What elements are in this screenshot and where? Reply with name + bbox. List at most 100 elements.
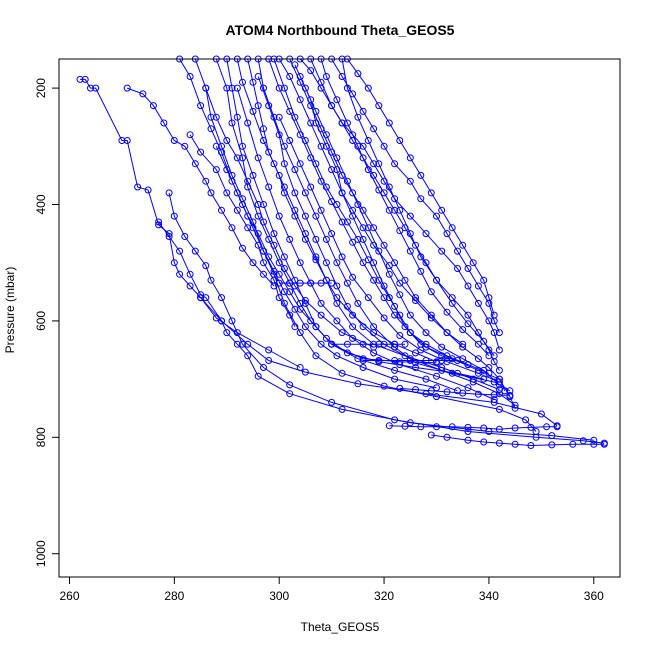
data-point bbox=[422, 259, 430, 267]
data-point bbox=[260, 201, 267, 208]
data-point bbox=[412, 297, 419, 304]
data-point bbox=[433, 358, 440, 366]
data-point bbox=[328, 279, 336, 287]
data-point bbox=[569, 440, 577, 448]
data-point bbox=[186, 270, 194, 278]
data-point bbox=[464, 384, 472, 392]
data-point bbox=[422, 230, 430, 238]
data-point bbox=[490, 352, 498, 360]
data-point bbox=[296, 160, 304, 168]
data-point bbox=[333, 154, 341, 162]
data-point bbox=[427, 314, 435, 322]
data-point bbox=[228, 177, 236, 185]
data-point bbox=[485, 352, 493, 360]
data-point bbox=[197, 294, 205, 302]
data-point bbox=[495, 329, 503, 337]
data-point bbox=[459, 326, 467, 334]
profile-series bbox=[123, 84, 278, 290]
data-point bbox=[438, 247, 446, 255]
y-tick-label: 1000 bbox=[34, 540, 48, 567]
data-point bbox=[464, 428, 472, 435]
data-point bbox=[322, 259, 330, 267]
data-point bbox=[328, 102, 336, 110]
data-point bbox=[176, 270, 184, 278]
data-point bbox=[223, 329, 231, 337]
data-point bbox=[301, 368, 309, 376]
data-point bbox=[422, 357, 430, 364]
data-point bbox=[443, 329, 451, 337]
data-point bbox=[233, 113, 241, 121]
data-point bbox=[495, 390, 503, 398]
data-point bbox=[155, 221, 163, 229]
x-tick-label: 280 bbox=[164, 589, 184, 603]
data-point bbox=[338, 253, 346, 261]
data-point bbox=[427, 288, 435, 296]
data-point bbox=[443, 433, 451, 441]
data-point bbox=[401, 422, 409, 430]
data-point bbox=[223, 189, 231, 197]
data-point bbox=[490, 329, 498, 337]
data-point bbox=[343, 279, 351, 287]
data-point bbox=[322, 334, 330, 342]
data-point bbox=[296, 279, 304, 287]
data-point bbox=[212, 166, 220, 174]
data-point bbox=[454, 357, 461, 364]
data-point bbox=[328, 166, 336, 174]
data-point bbox=[312, 119, 320, 127]
data-point bbox=[391, 206, 399, 214]
data-point bbox=[385, 270, 393, 278]
data-point bbox=[343, 340, 351, 348]
data-point bbox=[406, 230, 414, 238]
data-point bbox=[333, 259, 341, 267]
data-point bbox=[359, 357, 367, 364]
data-point bbox=[391, 340, 399, 348]
profile-line bbox=[268, 58, 469, 366]
data-point bbox=[427, 431, 435, 439]
data-point bbox=[343, 119, 351, 127]
data-point bbox=[354, 70, 362, 78]
data-point bbox=[370, 259, 378, 267]
data-point bbox=[359, 323, 367, 331]
data-point bbox=[396, 311, 404, 319]
data-point bbox=[301, 212, 309, 220]
data-point bbox=[207, 125, 215, 133]
data-point bbox=[464, 265, 472, 272]
data-point bbox=[212, 142, 220, 150]
data-point bbox=[165, 233, 173, 240]
data-point bbox=[307, 67, 315, 75]
data-point bbox=[511, 401, 519, 409]
data-point bbox=[391, 302, 399, 310]
data-point bbox=[406, 311, 414, 319]
data-point bbox=[265, 253, 273, 261]
data-point bbox=[265, 148, 273, 156]
data-point bbox=[322, 131, 330, 139]
data-point bbox=[223, 137, 231, 144]
data-point bbox=[317, 177, 325, 185]
data-point bbox=[338, 329, 346, 337]
data-point bbox=[312, 212, 320, 220]
data-point bbox=[228, 317, 236, 325]
data-point bbox=[296, 259, 304, 267]
data-point bbox=[275, 113, 283, 121]
profile-series bbox=[254, 73, 519, 409]
data-point bbox=[396, 206, 404, 214]
data-point bbox=[464, 311, 472, 319]
data-point bbox=[286, 137, 294, 144]
data-point bbox=[522, 416, 530, 424]
data-point bbox=[417, 267, 425, 275]
data-point bbox=[422, 329, 430, 337]
data-point bbox=[380, 382, 388, 390]
data-point bbox=[433, 212, 440, 220]
data-point bbox=[228, 119, 236, 127]
y-tick-label: 400 bbox=[34, 194, 48, 214]
data-point bbox=[553, 423, 561, 431]
data-point bbox=[375, 357, 383, 364]
data-point bbox=[254, 102, 262, 110]
data-point bbox=[312, 323, 320, 331]
data-point bbox=[181, 233, 189, 240]
data-point bbox=[385, 183, 393, 191]
profile-series bbox=[212, 142, 461, 395]
data-point bbox=[286, 381, 294, 389]
data-point bbox=[123, 137, 131, 144]
data-point bbox=[296, 96, 304, 104]
